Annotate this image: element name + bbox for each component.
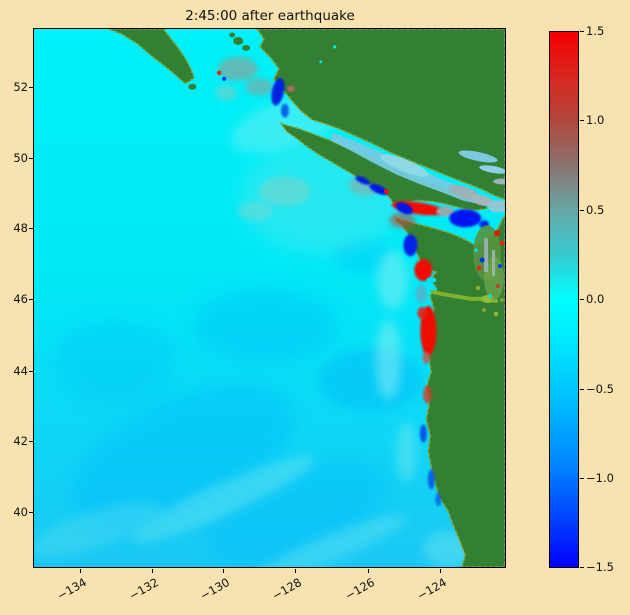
colorbar-tickmark bbox=[579, 120, 584, 122]
y-tick-label: 48 bbox=[13, 221, 28, 235]
tsunami-map bbox=[34, 29, 505, 567]
y-tick-label: 52 bbox=[13, 80, 28, 94]
x-tick-label: −126 bbox=[342, 575, 377, 603]
x-tickmark bbox=[223, 569, 225, 573]
colorbar-tickmark bbox=[579, 566, 584, 568]
map-axes bbox=[33, 28, 506, 568]
x-tickmark bbox=[295, 569, 297, 573]
colorbar-tickmark bbox=[579, 299, 584, 301]
x-tick-label: −132 bbox=[126, 575, 161, 603]
y-tickmark bbox=[28, 299, 33, 301]
puget-sound-region bbox=[473, 225, 505, 317]
y-tick-label: 40 bbox=[13, 505, 28, 519]
colorbar-tick-label: −1.0 bbox=[586, 471, 614, 485]
islet bbox=[242, 44, 251, 51]
colorbar-tick-label: 0.5 bbox=[586, 203, 605, 217]
x-tickmark bbox=[152, 569, 154, 573]
x-tick-label: −130 bbox=[197, 575, 232, 603]
land-mainland-bc bbox=[256, 29, 505, 201]
colorbar-tick-label: 1.0 bbox=[586, 113, 605, 127]
x-tickmark bbox=[80, 569, 82, 573]
plot-title: 2:45:00 after earthquake bbox=[185, 8, 355, 24]
colorbar-tickmark bbox=[579, 31, 584, 33]
x-tick-label: −128 bbox=[269, 575, 304, 603]
islet bbox=[229, 32, 236, 38]
coastal-waves-north bbox=[217, 70, 413, 215]
x-tickmark bbox=[440, 569, 442, 573]
islet bbox=[188, 83, 197, 90]
x-tick-label: −124 bbox=[414, 575, 449, 603]
y-tick-label: 44 bbox=[13, 364, 28, 378]
y-tick-label: 42 bbox=[13, 434, 28, 448]
y-tickmark bbox=[28, 228, 33, 230]
y-tickmark bbox=[28, 512, 33, 514]
coastal-waves-south bbox=[403, 234, 442, 507]
colorbar bbox=[549, 31, 579, 568]
land-haida-gwaii bbox=[108, 29, 196, 85]
colorbar-tickmark bbox=[579, 389, 584, 391]
y-tickmark bbox=[28, 87, 33, 89]
strait-of-georgia bbox=[330, 132, 505, 213]
y-tickmark bbox=[28, 371, 33, 373]
islet bbox=[233, 36, 244, 45]
y-tick-label: 50 bbox=[13, 151, 28, 165]
y-tickmark bbox=[28, 158, 33, 160]
y-tickmark bbox=[28, 441, 33, 443]
colorbar-tickmark bbox=[579, 210, 584, 212]
mainland-inlets bbox=[319, 45, 505, 185]
y-tick-label: 46 bbox=[13, 292, 28, 306]
colorbar-tick-label: 0.0 bbox=[586, 292, 605, 306]
colorbar-tick-label: 1.5 bbox=[586, 24, 605, 38]
colorbar-tick-label: −0.5 bbox=[586, 382, 614, 396]
x-tickmark bbox=[368, 569, 370, 573]
colorbar-tick-label: −1.5 bbox=[586, 560, 614, 574]
x-tick-label: −134 bbox=[54, 575, 89, 603]
colorbar-tickmark bbox=[579, 478, 584, 480]
